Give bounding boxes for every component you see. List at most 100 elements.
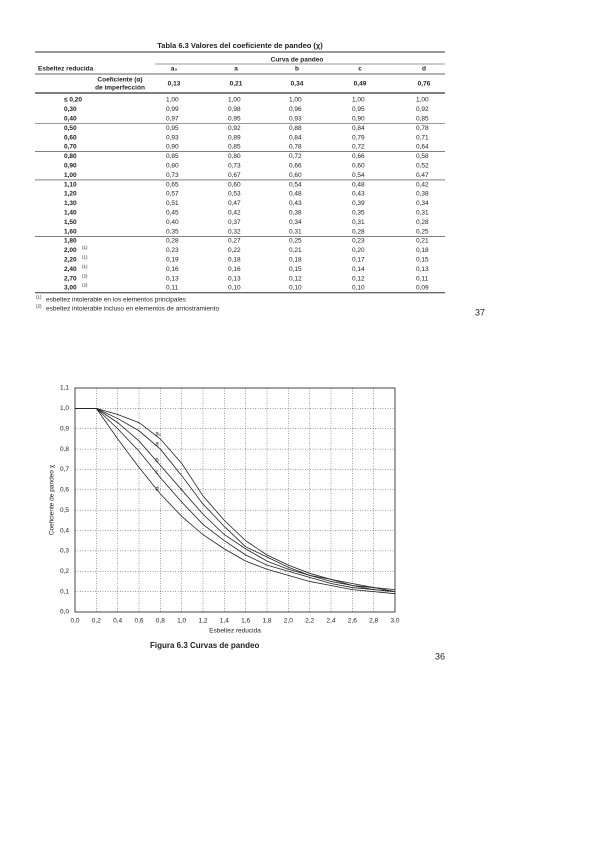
cell: 0,40 <box>166 219 179 226</box>
cell: 0,48 <box>289 191 302 198</box>
row-label: 1,50 <box>64 219 77 226</box>
cell: 1,00 <box>166 97 179 104</box>
cell: 0,48 <box>352 181 365 188</box>
cell: 0,22 <box>228 247 241 254</box>
cell: 0,42 <box>228 210 241 217</box>
imperfection-value: 0,21 <box>230 81 243 88</box>
cell: 0,47 <box>416 172 429 179</box>
x-tick-label: 1,2 <box>198 618 207 625</box>
cell: 0,78 <box>416 125 429 132</box>
cell: 0,34 <box>289 219 302 226</box>
x-tick-label: 0,6 <box>134 618 143 625</box>
cell: 0,99 <box>166 106 179 113</box>
cell: 0,10 <box>289 285 302 292</box>
imperfection-value: 0,49 <box>354 81 367 88</box>
cell: 0,88 <box>289 125 302 132</box>
x-tick-label: 1,6 <box>241 618 250 625</box>
curve-label: a₀ <box>155 431 161 437</box>
cell: 0,67 <box>228 172 241 179</box>
cell: 1,00 <box>352 97 365 104</box>
cell: 0,72 <box>352 144 365 151</box>
row-note: (1) <box>82 245 88 250</box>
cell: 0,39 <box>352 200 365 207</box>
cell: 0,16 <box>166 266 179 273</box>
cell: 0,28 <box>166 238 179 245</box>
x-tick-label: 1,4 <box>220 618 229 625</box>
row-note: (1) <box>82 264 88 269</box>
cell: 0,95 <box>166 125 179 132</box>
row-label: ≤ 0,20 <box>64 97 82 104</box>
cell: 0,23 <box>166 247 179 254</box>
y-tick-label: 0,9 <box>60 425 69 432</box>
imperfection-value: 0,13 <box>168 81 181 88</box>
cell: 0,66 <box>289 163 302 170</box>
cell: 0,31 <box>416 210 429 217</box>
cell: 0,85 <box>416 116 429 123</box>
cell: 0,71 <box>416 134 429 141</box>
curve <box>75 407 396 590</box>
cell: 0,80 <box>228 153 241 160</box>
cell: 1,00 <box>416 97 429 104</box>
x-tick-label: 2,4 <box>326 618 335 625</box>
cell: 0,10 <box>352 285 365 292</box>
cell: 0,98 <box>228 106 241 113</box>
cell: 0,89 <box>228 134 241 141</box>
cell: 0,73 <box>228 163 241 170</box>
x-tick-label: 0,0 <box>70 618 79 625</box>
cell: 0,95 <box>352 106 365 113</box>
y-tick-label: 1,1 <box>60 385 69 392</box>
cell: 0,37 <box>228 219 241 226</box>
cell: 0,85 <box>228 144 241 151</box>
cell: 0,16 <box>228 266 241 273</box>
y-tick-label: 0,8 <box>60 446 69 453</box>
y-tick-label: 0,3 <box>60 548 69 555</box>
row-label: 1,10 <box>64 181 77 188</box>
cell: 0,13 <box>416 266 429 273</box>
curve-label: b <box>155 458 159 464</box>
row-note: (2) <box>82 273 88 278</box>
row-label: 0,60 <box>64 134 77 141</box>
curve <box>75 407 396 595</box>
cell: 0,12 <box>289 275 302 282</box>
cell: 0,31 <box>289 228 302 235</box>
row-label: 0,50 <box>64 125 77 132</box>
cell: 0,28 <box>416 219 429 226</box>
cell: 0,84 <box>289 134 302 141</box>
x-tick-label: 0,2 <box>92 618 101 625</box>
cell: 0,21 <box>416 238 429 245</box>
footnote-mark: (2) <box>36 304 42 309</box>
cell: 0,38 <box>416 191 429 198</box>
cell: 0,60 <box>352 163 365 170</box>
row-label: 1,80 <box>64 238 77 245</box>
cell: 0,92 <box>228 125 241 132</box>
curve-label: d <box>155 486 158 492</box>
row-note: (2) <box>82 283 88 288</box>
cell: 0,35 <box>166 228 179 235</box>
imperfection-value: 0,76 <box>418 81 431 88</box>
cell: 0,95 <box>228 116 241 123</box>
cell: 0,78 <box>289 144 302 151</box>
cell: 0,73 <box>166 172 179 179</box>
x-tick-label: 2,6 <box>348 618 357 625</box>
row-label: 2,70 <box>64 275 77 282</box>
y-tick-label: 0,2 <box>60 568 69 575</box>
imperfection-label: Coeficiente (α) <box>97 77 142 84</box>
x-tick-label: 0,8 <box>156 618 165 625</box>
cell: 0,72 <box>289 153 302 160</box>
imperfection-value: 0,34 <box>291 81 304 88</box>
row-label: 1,60 <box>64 228 77 235</box>
cell: 0,79 <box>352 134 365 141</box>
cell: 0,43 <box>289 200 302 207</box>
curve-label: a <box>155 442 159 448</box>
cell: 0,45 <box>166 210 179 217</box>
row-note: (1) <box>82 254 88 259</box>
cell: 0,15 <box>416 257 429 264</box>
row-label: 0,80 <box>64 153 77 160</box>
cell: 0,11 <box>166 285 179 292</box>
column-header: a <box>234 66 238 73</box>
table-title: Tabla 6.3 Valores del coeficiente de pan… <box>157 41 323 50</box>
y-axis-label: Coeficiente de pandeo χ <box>49 464 56 535</box>
cell: 1,00 <box>228 97 241 104</box>
y-tick-label: 0,7 <box>60 466 69 473</box>
